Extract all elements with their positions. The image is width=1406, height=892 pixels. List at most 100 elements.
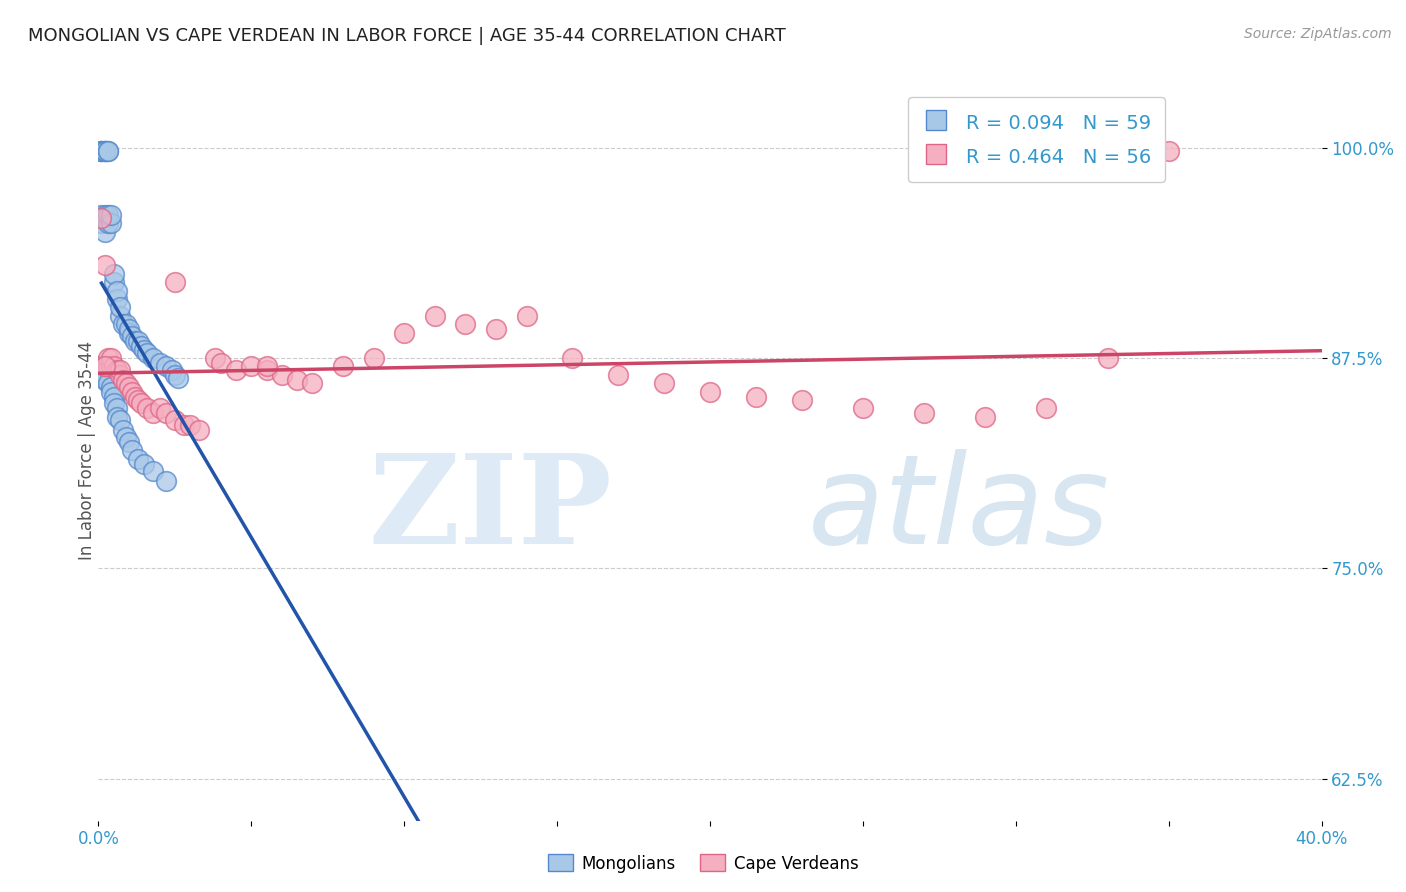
Point [256, 362, 278, 376]
Point [93, 368, 115, 382]
Point [134, 343, 156, 357]
Point [363, 351, 385, 365]
Point [209, 356, 232, 370]
Point [115, 430, 138, 444]
Point [93, 373, 115, 387]
Point [115, 318, 138, 332]
Point [90, 144, 112, 158]
Point [149, 401, 172, 416]
Point [163, 368, 186, 382]
Point [100, 384, 122, 399]
Point [155, 359, 177, 374]
Point [129, 396, 152, 410]
Point [93, 208, 115, 222]
Point [90, 359, 112, 374]
Point [97, 144, 120, 158]
Point [142, 351, 165, 365]
Point [111, 318, 134, 332]
Point [167, 371, 190, 385]
Point [93, 144, 115, 158]
Point [974, 409, 997, 424]
Point [115, 376, 138, 391]
Point [105, 362, 128, 376]
Point [745, 390, 768, 404]
Point [118, 326, 141, 340]
Legend: Mongolians, Cape Verdeans: Mongolians, Cape Verdeans [541, 847, 865, 880]
Point [652, 376, 675, 391]
Point [127, 392, 149, 407]
Point [155, 407, 177, 421]
Point [93, 144, 115, 158]
Point [173, 418, 195, 433]
Point [90, 144, 112, 158]
Point [90, 208, 112, 222]
Point [142, 407, 165, 421]
Point [97, 144, 120, 158]
Point [103, 267, 125, 281]
Point [485, 322, 508, 336]
Point [852, 401, 875, 416]
Y-axis label: In Labor Force | Age 35-44: In Labor Force | Age 35-44 [79, 341, 96, 560]
Point [699, 384, 721, 399]
Point [103, 396, 125, 410]
Point [188, 423, 211, 437]
Point [105, 409, 128, 424]
Point [423, 309, 446, 323]
Point [108, 368, 131, 382]
Point [103, 359, 125, 374]
Point [97, 351, 120, 365]
Point [790, 392, 813, 407]
Legend: R = 0.094   N = 59, R = 0.464   N = 56: R = 0.094 N = 59, R = 0.464 N = 56 [908, 97, 1166, 182]
Point [1097, 351, 1119, 365]
Point [1035, 401, 1057, 416]
Point [93, 144, 115, 158]
Point [97, 208, 120, 222]
Point [607, 368, 630, 382]
Point [240, 359, 263, 374]
Point [163, 275, 186, 289]
Text: MONGOLIAN VS CAPE VERDEAN IN LABOR FORCE | AGE 35-44 CORRELATION CHART: MONGOLIAN VS CAPE VERDEAN IN LABOR FORCE… [28, 27, 786, 45]
Point [90, 211, 112, 226]
Point [97, 376, 120, 391]
Text: ZIP: ZIP [368, 450, 612, 570]
Point [118, 322, 141, 336]
Point [142, 464, 165, 478]
Point [561, 351, 583, 365]
Point [285, 373, 308, 387]
Point [93, 259, 115, 273]
Point [121, 384, 143, 399]
Point [118, 435, 141, 450]
Point [103, 390, 125, 404]
Point [124, 334, 146, 348]
Point [124, 390, 146, 404]
Point [121, 329, 143, 343]
Point [163, 413, 186, 427]
Point [225, 362, 247, 376]
Point [332, 359, 354, 374]
Point [454, 318, 477, 332]
Point [160, 362, 183, 376]
Point [100, 351, 122, 365]
Point [118, 379, 141, 393]
Point [1157, 144, 1180, 158]
Point [100, 216, 122, 230]
Point [127, 451, 149, 466]
Point [392, 326, 416, 340]
Point [108, 413, 131, 427]
Point [105, 292, 128, 306]
Point [136, 346, 159, 360]
Point [204, 351, 226, 365]
Point [100, 208, 122, 222]
Point [179, 418, 201, 433]
Point [121, 443, 143, 458]
Point [108, 362, 131, 376]
Point [93, 359, 115, 374]
Point [516, 309, 538, 323]
Point [105, 284, 128, 298]
Point [108, 309, 131, 323]
Point [93, 225, 115, 239]
Point [108, 301, 131, 315]
Point [100, 359, 122, 374]
Point [136, 401, 159, 416]
Text: Source: ZipAtlas.com: Source: ZipAtlas.com [1244, 27, 1392, 41]
